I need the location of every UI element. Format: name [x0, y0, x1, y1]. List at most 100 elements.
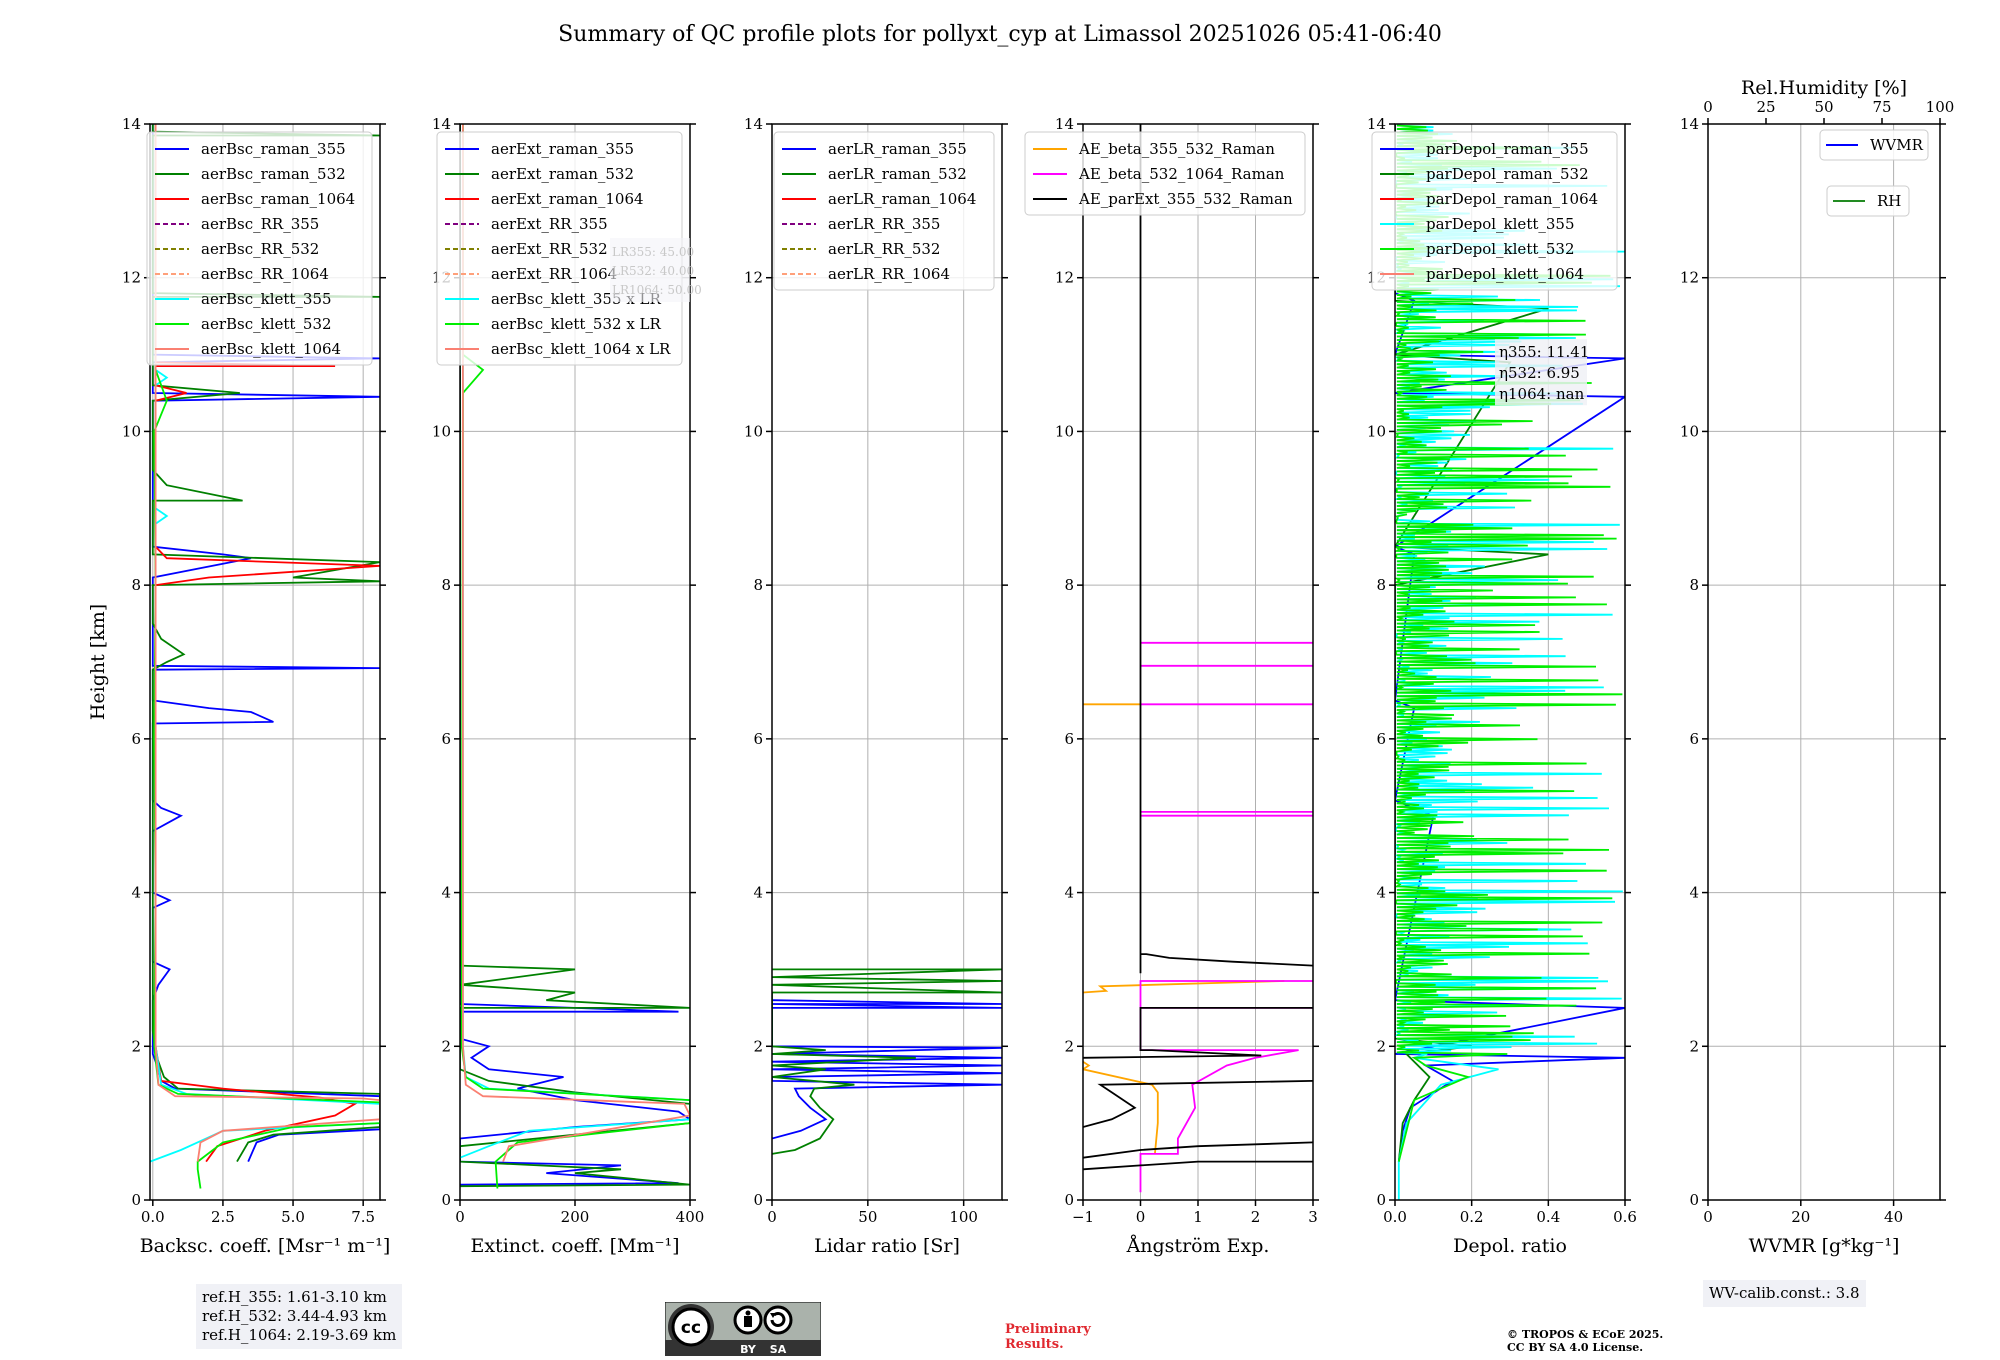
- y-tick-label: 14: [1680, 115, 1699, 133]
- legend-label: aerBsc_RR_532: [201, 240, 319, 258]
- legend-label: aerBsc_klett_355: [201, 290, 332, 308]
- eta-annotation-line: η355: 11.41: [1499, 343, 1589, 361]
- x-axis-label: Depol. ratio: [1453, 1235, 1567, 1257]
- axes-frame: [1707, 123, 1941, 1201]
- lr-annotation: LR355: 45.00 LR532: 40.00 LR1064: 50.00: [610, 238, 702, 302]
- y-tick-label: 14: [744, 115, 763, 133]
- y-tick-label: 4: [1376, 884, 1386, 902]
- legend-RH: RH: [1826, 185, 1910, 217]
- y-tick-label: 10: [1680, 422, 1699, 440]
- y-tick-label: 6: [753, 730, 763, 748]
- legend: AE_beta_355_532_Raman AE_beta_532_1064_Ra…: [1024, 131, 1306, 216]
- legend-frame: [773, 131, 995, 291]
- legend-label: parDepol_raman_532: [1426, 165, 1589, 183]
- cc-by-sa-icon: cc BY SA: [665, 1302, 821, 1356]
- figure-title: Summary of QC profile plots for pollyxt_…: [558, 22, 1442, 47]
- y-tick-label: 6: [441, 730, 451, 748]
- y-tick-label: 14: [1367, 115, 1386, 133]
- y-tick-label: 4: [753, 884, 763, 902]
- legend-label: aerBsc_klett_532: [201, 315, 332, 333]
- legend-label: WVMR: [1870, 136, 1924, 154]
- legend-frame: [1826, 185, 1910, 217]
- legend-label: AE_parExt_355_532_Raman: [1078, 190, 1293, 208]
- svg-text:cc: cc: [681, 1318, 701, 1338]
- y-tick-label: 8: [1689, 576, 1699, 594]
- y-tick-label: 10: [1055, 422, 1074, 440]
- series-aerBsc_klett_1064 x LR: [462, 124, 690, 1162]
- y-tick-label: 8: [1376, 576, 1386, 594]
- preliminary-note: Preliminary Results.: [1005, 1322, 1091, 1352]
- y-tick-label: 10: [744, 422, 763, 440]
- series-aerExt_raman_532: [460, 124, 690, 1188]
- x-tick-label: −1: [1072, 1208, 1094, 1226]
- y-tick-label: 2: [131, 1037, 141, 1055]
- x-axis-label: Extinct. coeff. [Mm⁻¹]: [470, 1235, 679, 1257]
- x-tick-label: 0.6: [1613, 1208, 1637, 1226]
- x-tick-label: 2.5: [211, 1208, 235, 1226]
- y-tick-label: 12: [1055, 269, 1074, 287]
- legend-WVMR: WVMR: [1819, 129, 1929, 161]
- y-tick-label: 12: [122, 269, 141, 287]
- x-tick-label: 0: [1703, 1208, 1713, 1226]
- y-tick-label: 14: [1055, 115, 1074, 133]
- x-axis-label: Lidar ratio [Sr]: [814, 1235, 960, 1257]
- x-axis-label: Backsc. coeff. [Msr⁻¹ m⁻¹]: [140, 1235, 391, 1257]
- panel-depolarization: 0.00.20.40.602468101214Depol. ratioparDe…: [1367, 115, 1637, 1257]
- legend-label: aerLR_raman_1064: [828, 190, 976, 208]
- legend: aerLR_raman_355 aerLR_raman_532 aerLR_rama…: [773, 131, 995, 291]
- cc-sa-label: SA: [770, 1343, 787, 1356]
- series-parDepol_raman_532: [1395, 124, 1549, 1162]
- panel-extinction: 020040002468101214Extinct. coeff. [Mm⁻¹]…: [432, 115, 704, 1257]
- top-x-tick-label: 50: [1814, 98, 1833, 116]
- axes-frame: [1394, 123, 1626, 1201]
- eta-annotation: η355: 11.41 η532: 6.95 η1064: nan: [1495, 339, 1589, 406]
- x-tick-label: 0.2: [1460, 1208, 1484, 1226]
- y-tick-label: 10: [432, 422, 451, 440]
- legend-label: parDepol_raman_355: [1426, 140, 1589, 158]
- y-tick-label: 0: [753, 1191, 763, 1209]
- y-tick-label: 2: [1376, 1037, 1386, 1055]
- legend-label: aerExt_RR_355: [491, 215, 608, 233]
- x-tick-label: 0: [455, 1208, 465, 1226]
- lr-annotation-line: LR355: 45.00: [612, 245, 694, 259]
- x-tick-label: 200: [561, 1208, 590, 1226]
- y-axis-label: Height [km]: [87, 604, 109, 720]
- x-tick-label: 7.5: [351, 1208, 375, 1226]
- y-tick-label: 0: [1689, 1191, 1699, 1209]
- y-tick-label: 0: [1376, 1191, 1386, 1209]
- x-tick-label: 50: [858, 1208, 877, 1226]
- top-x-axis-label: Rel.Humidity [%]: [1741, 77, 1907, 99]
- eta-annotation-line: η1064: nan: [1499, 385, 1585, 403]
- legend: aerBsc_raman_355 aerBsc_raman_532 aerBsc_r…: [146, 131, 373, 366]
- ref-height-355: ref.H_355: 1.61-3.10 km: [202, 1288, 387, 1306]
- y-tick-label: 8: [131, 576, 141, 594]
- copyright-line-1: © TROPOS & ECoE 2025.: [1507, 1328, 1664, 1341]
- legend-label: aerBsc_raman_532: [201, 165, 346, 183]
- series-group: [150, 124, 380, 1189]
- series-group: [460, 124, 690, 1189]
- y-tick-label: 0: [1064, 1191, 1074, 1209]
- legend-label: aerExt_raman_1064: [491, 190, 644, 208]
- y-tick-label: 10: [1367, 422, 1386, 440]
- eta-annotation-line: η532: 6.95: [1499, 364, 1580, 382]
- legend-label: aerBsc_raman_355: [201, 140, 346, 158]
- legend-label: aerExt_RR_532: [491, 240, 608, 258]
- series-group: [772, 968, 1002, 1155]
- y-tick-label: 6: [131, 730, 141, 748]
- lr-annotation-line: LR532: 40.00: [612, 264, 694, 278]
- series-group: [1083, 124, 1313, 1193]
- x-tick-label: 20: [1791, 1208, 1810, 1226]
- legend-label: aerLR_raman_532: [828, 165, 967, 183]
- legend-label: AE_beta_355_532_Raman: [1078, 140, 1275, 158]
- x-tick-label: 3: [1308, 1208, 1318, 1226]
- annotation-frame: [1495, 339, 1587, 406]
- legend-label: aerExt_RR_1064: [491, 265, 617, 283]
- y-tick-label: 2: [441, 1037, 451, 1055]
- preliminary-line-2: Results.: [1005, 1337, 1064, 1352]
- y-tick-label: 6: [1064, 730, 1074, 748]
- series-AE_beta_532_1064_Raman: [1139, 641, 1313, 1193]
- y-tick-label: 4: [441, 884, 451, 902]
- legend-label: aerLR_RR_1064: [828, 265, 950, 283]
- y-tick-label: 12: [744, 269, 763, 287]
